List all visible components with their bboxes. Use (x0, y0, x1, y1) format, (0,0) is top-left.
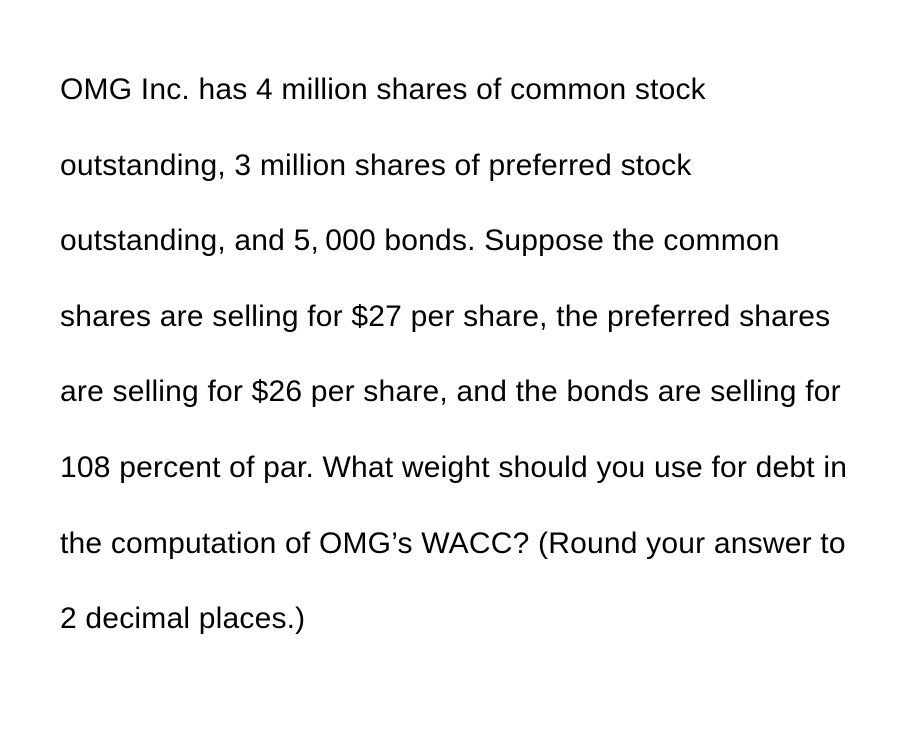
problem-paragraph: OMG Inc. has 4 million shares of common … (60, 52, 861, 657)
document-page: OMG Inc. has 4 million shares of common … (0, 0, 901, 697)
